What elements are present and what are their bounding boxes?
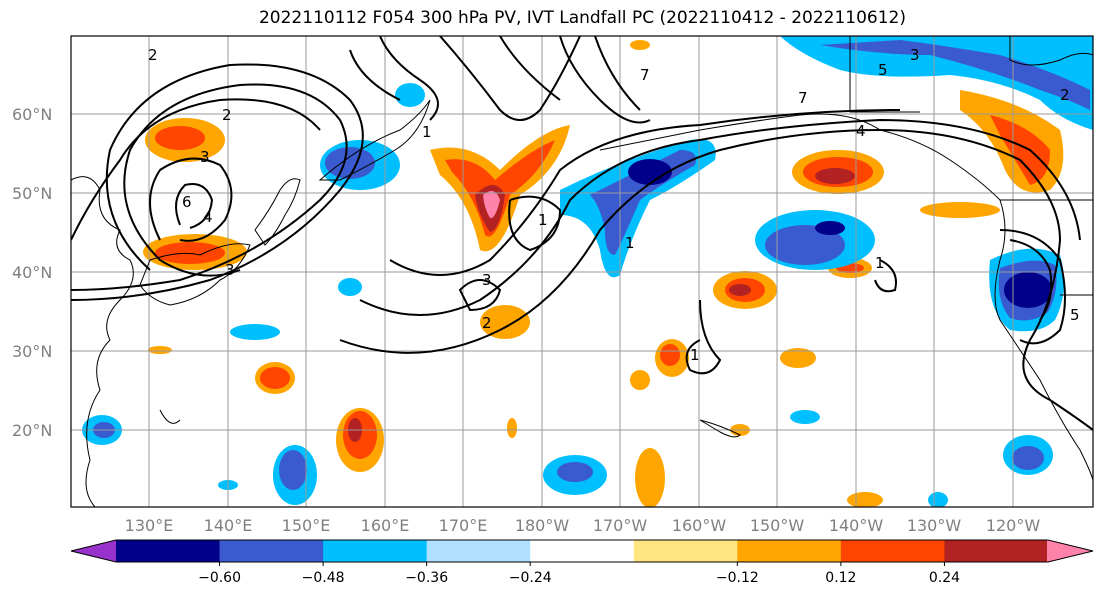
- lon-label: 170°E: [439, 516, 488, 535]
- contour-label: 2: [482, 314, 492, 332]
- lat-label: 50°N: [12, 184, 52, 203]
- contour-label: 5: [1070, 306, 1080, 324]
- colorbar-segment: [633, 540, 738, 562]
- pv-contours: [71, 36, 1093, 431]
- contour-label: 3: [910, 46, 920, 64]
- lon-label: 170°W: [593, 516, 648, 535]
- contour-label: 2: [148, 46, 158, 64]
- lon-label: 130°W: [907, 516, 962, 535]
- lat-label: 20°N: [12, 421, 52, 440]
- contour-label: 5: [878, 61, 888, 79]
- lat-label: 60°N: [12, 105, 52, 124]
- colorbar: [70, 539, 1094, 563]
- lon-label: 160°E: [361, 516, 410, 535]
- contour-label: 2: [222, 106, 232, 124]
- colorbar-segment: [116, 540, 221, 562]
- lon-label: 140°E: [204, 516, 253, 535]
- contour-label: 3: [200, 148, 210, 166]
- coastlines: [71, 36, 1093, 507]
- colorbar-segment: [323, 540, 428, 562]
- contour-label: 1: [538, 211, 548, 229]
- lon-label: 130°E: [125, 516, 174, 535]
- colorbar-segment: [530, 540, 635, 562]
- pv-contour-labels: 2 3 4 5 6 7 1 2 3 1 2 1 3 2 4 5 7 1 3 1: [148, 46, 1080, 364]
- contour-label: 6: [182, 193, 192, 211]
- lat-label: 30°N: [12, 342, 52, 361]
- lon-label: 150°W: [750, 516, 805, 535]
- lon-label: 120°W: [986, 516, 1041, 535]
- lon-label: 150°E: [282, 516, 331, 535]
- colorbar-tick-label: −0.12: [716, 570, 759, 586]
- contour-label: 4: [856, 122, 866, 140]
- colorbar-segment: [840, 540, 946, 562]
- lat-label: 40°N: [12, 263, 52, 282]
- longitude-labels: 130°E 140°E 150°E 160°E 170°E 180°W 170°…: [125, 516, 1041, 535]
- contour-label: 4: [203, 208, 213, 226]
- contour-label: 3: [482, 271, 492, 289]
- colorbar-tick-label: −0.36: [405, 570, 448, 586]
- contour-label: 2: [1060, 86, 1070, 104]
- contour-label: 7: [798, 89, 808, 107]
- contour-label: 1: [422, 123, 432, 141]
- contour-label: 7: [640, 66, 650, 84]
- contour-label: 1: [690, 346, 700, 364]
- colorbar-tick-labels: −0.60 −0.48 −0.36 −0.24 −0.12 0.12 0.24: [198, 562, 960, 586]
- colorbar-segment: [426, 540, 531, 562]
- plot-title: 2022110112 F054 300 hPa PV, IVT Landfall…: [258, 8, 906, 28]
- positive-anomaly-shading: [143, 40, 1064, 507]
- colorbar-extend-low: [71, 540, 117, 562]
- contour-label: 1: [625, 234, 635, 252]
- colorbar-tick-label: −0.24: [509, 570, 552, 586]
- lon-label: 140°W: [829, 516, 884, 535]
- contour-label: 3: [225, 261, 235, 279]
- contour-label: 1: [875, 254, 885, 272]
- map-frame: [70, 35, 1094, 508]
- colorbar-outline: [70, 539, 1094, 563]
- lon-label: 180°W: [515, 516, 570, 535]
- colorbar-tick-label: 0.24: [929, 570, 960, 586]
- colorbar-segment: [219, 540, 324, 562]
- lon-label: 160°W: [672, 516, 727, 535]
- colorbar-tick-label: 0.12: [825, 570, 856, 586]
- colorbar-segment: [737, 540, 842, 562]
- colorbar-extend-high: [1047, 540, 1093, 562]
- colorbar-tick-label: −0.60: [198, 570, 241, 586]
- latitude-labels: 60°N 50°N 40°N 30°N 20°N: [12, 105, 52, 440]
- colorbar-tick-label: −0.48: [302, 570, 345, 586]
- colorbar-segment: [944, 540, 1049, 562]
